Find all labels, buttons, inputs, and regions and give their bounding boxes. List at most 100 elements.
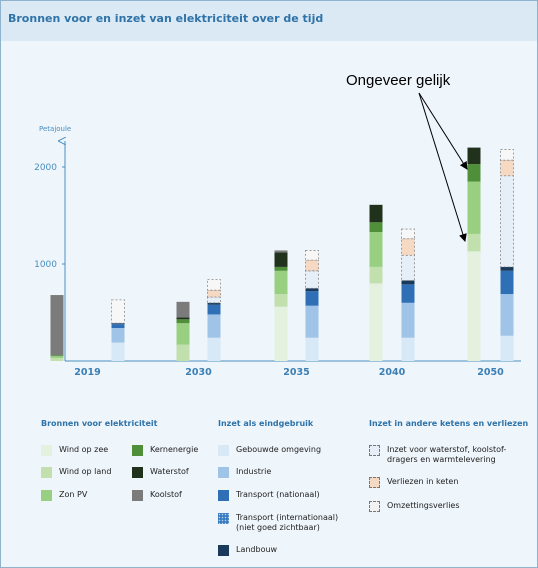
chart-plot: Petajoule 1000 2000 2019 2030 2035 2040 2050 Ong…	[34, 72, 521, 378]
legend-swatch	[218, 490, 229, 501]
legend-swatch	[218, 545, 229, 556]
legend-swatch	[218, 445, 229, 456]
bar-demand-2040-1	[401, 302, 415, 338]
bar-supply-2035-1	[274, 294, 288, 307]
bar-supply-2030-2	[176, 323, 190, 345]
legend-label: Industrie	[236, 467, 272, 476]
bar-supply-2019-2	[50, 356, 64, 359]
bar-supply-2030-4	[176, 317, 190, 320]
bar-supply-2050-3	[467, 164, 481, 182]
bar-supply-2035-0	[274, 306, 288, 361]
x-tick-label-2040: 2040	[379, 367, 406, 378]
annotation-arrow-1	[418, 92, 468, 170]
x-tick-label-2035: 2035	[283, 367, 309, 378]
legend-group-end-use: Inzet als eindgebruik Gebouwde omgeving In…	[218, 419, 338, 556]
legend-label: Koolstof	[150, 490, 182, 499]
legend-swatch	[132, 490, 143, 501]
legend-title-0: Bronnen voor elektriciteit	[41, 419, 158, 428]
bar-demand-2050-5	[500, 175, 514, 268]
bar-supply-2040-1	[369, 266, 383, 284]
bar-supply-2019-1	[50, 358, 64, 361]
legend-group-sources: Bronnen voor elektriciteit Wind op zee Ker…	[41, 419, 198, 501]
bar-demand-2040-0	[401, 337, 415, 361]
x-tick-label-2019: 2019	[74, 367, 100, 378]
bar-supply-2050-4	[467, 147, 481, 165]
title-bar: Bronnen voor en inzet van elektriciteit …	[1, 1, 537, 41]
bar-supply-2030-5	[176, 301, 190, 318]
annotation-arrow-2	[418, 92, 467, 242]
legend-label: Wind op zee	[59, 445, 109, 454]
legend-label: Inzet voor waterstof, koolstof- dragers …	[387, 445, 507, 464]
bar-demand-2030-7	[207, 279, 221, 291]
legend-swatch	[369, 501, 380, 512]
legend-label: Gebouwde omgeving	[236, 445, 322, 454]
bar-demand-2030-1	[207, 314, 221, 338]
bar-demand-2050-4	[500, 266, 514, 271]
legend-swatch	[41, 490, 52, 501]
legend-swatch	[218, 513, 229, 524]
legend-label: Waterstof	[150, 467, 189, 476]
bar-demand-2035-6	[305, 259, 319, 272]
bar-demand-2035-0	[305, 337, 319, 361]
bar-supply-2035-5	[274, 250, 288, 253]
bar-demand-2030-0	[207, 337, 221, 361]
bar-demand-2040-7	[401, 228, 415, 240]
legend-label: Transport (internationaal) (niet goed zi…	[236, 513, 339, 532]
bar-supply-2050-0	[467, 251, 481, 361]
legend-title-1: Inzet als eindgebruik	[218, 419, 314, 428]
legend-label: Verliezen in keten	[387, 477, 459, 486]
bar-demand-2019-0	[111, 342, 125, 361]
bar-supply-2019-5	[50, 295, 64, 356]
bar-demand-2019-7	[111, 299, 125, 324]
bar-demand-2050-2	[500, 270, 514, 295]
legend-label: Landbouw	[236, 545, 278, 554]
bar-demand-2019-4	[111, 323, 125, 325]
bar-supply-2035-3	[274, 266, 288, 271]
bar-demand-2035-7	[305, 250, 319, 261]
legend-swatch	[41, 445, 52, 456]
bar-demand-2040-6	[401, 238, 415, 256]
bar-demand-2040-4	[401, 280, 415, 285]
bar-demand-2035-1	[305, 305, 319, 338]
y-tick-label-1000: 1000	[34, 260, 57, 270]
legend-label: Omzettingsverlies	[387, 501, 460, 510]
bar-demand-2040-5	[401, 254, 415, 281]
legend-swatch	[132, 445, 143, 456]
x-tick-label-2030: 2030	[185, 367, 212, 378]
bar-demand-2019-1	[111, 328, 125, 343]
bar-demand-2050-7	[500, 149, 514, 161]
bar-demand-2050-6	[500, 159, 514, 177]
bar-supply-2030-3	[176, 319, 190, 324]
legend-title-2: Inzet in andere ketens en verliezen	[369, 419, 529, 428]
bar-demand-2019-2	[111, 324, 125, 329]
bar-demand-2040-2	[401, 284, 415, 303]
bar-supply-2050-1	[467, 233, 481, 252]
legend-swatch	[132, 467, 143, 478]
annotation-text: Ongeveer gelijk	[346, 72, 451, 89]
bar-supply-2040-4	[369, 204, 383, 223]
bar-demand-2035-2	[305, 291, 319, 306]
bar-supply-2040-0	[369, 283, 383, 361]
bar-demand-2050-0	[500, 335, 514, 361]
bar-supply-2050-2	[467, 181, 481, 234]
bar-supply-2040-2	[369, 231, 383, 267]
bar-demand-2035-4	[305, 288, 319, 292]
legend-swatch	[369, 445, 380, 456]
legend-label: Zon PV	[59, 490, 88, 499]
bar-demand-2030-5	[207, 296, 221, 304]
legend-label: Wind op land	[59, 467, 112, 476]
x-tick-label-2050: 2050	[477, 367, 504, 378]
chart-title: Bronnen voor en inzet van elektriciteit …	[8, 12, 324, 25]
legend-label: Kernenergie	[150, 445, 199, 454]
legend-group-chains-losses: Inzet in andere ketens en verliezen Inzet…	[369, 419, 529, 512]
bar-demand-2035-5	[305, 270, 319, 289]
legend-label: Transport (nationaal)	[236, 490, 320, 499]
bar-supply-2035-2	[274, 270, 288, 295]
legend-swatch	[369, 477, 380, 488]
bar-demand-2030-2	[207, 304, 221, 315]
bar-demand-2030-6	[207, 289, 221, 298]
bar-demand-2050-1	[500, 294, 514, 336]
bar-supply-2030-1	[176, 344, 190, 361]
bar-demand-2030-4	[207, 302, 221, 305]
